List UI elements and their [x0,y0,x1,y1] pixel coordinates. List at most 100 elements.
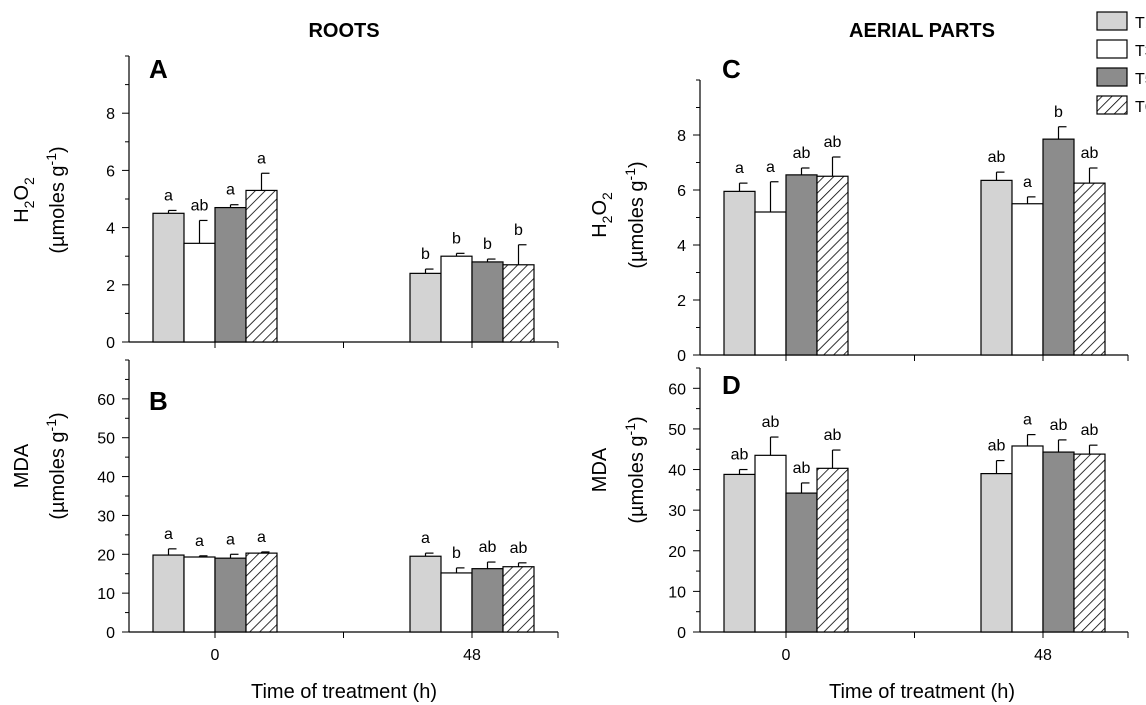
bar-a-t3-48 [440,255,473,343]
significance-letter-b-t1-0: a [164,526,173,543]
significance-letter-c-t6-48: ab [1081,145,1099,162]
y-axis-units-c: (µmoles g-1) [622,161,648,268]
bar-c-t5-0 [785,174,818,356]
legend-item-t6: T6 [1096,95,1146,116]
y-tick-label-d: 20 [668,544,686,561]
panel-letter-b: B [149,386,168,416]
significance-letter-b-t3-0: a [195,533,204,550]
bar-a-t6-48 [502,264,535,343]
bar-b-t3-48 [440,572,473,633]
y-tick-label-c: 2 [677,293,686,310]
significance-letter-a-t6-0: a [257,150,266,167]
significance-letter-d-t5-48: ab [1050,417,1068,434]
significance-letter-b-t3-48: b [452,545,461,562]
legend-label-t5: T5 [1135,71,1146,88]
y-tick-label-a: 2 [106,278,115,295]
panel-letter-c: C [722,54,741,84]
y-axis-title-a: H2O2 [11,177,37,223]
bar-d-t5-0 [785,492,818,633]
significance-letter-d-t3-48: a [1023,412,1032,429]
right-column-title: AERIAL PARTS [849,20,995,42]
bar-d-t3-48 [1011,445,1044,633]
bar-b-t5-0 [214,557,247,633]
left-column-title: ROOTS [308,20,379,42]
panel-letter-d: D [722,370,741,400]
y-axis-units-d: (µmoles g-1) [622,416,648,523]
significance-letter-d-t6-0: ab [824,427,842,444]
y-tick-label-b: 60 [97,392,115,409]
bar-b-t6-48 [502,566,535,633]
y-tick-label-b: 40 [97,470,115,487]
significance-letter-c-t3-0: a [766,159,775,176]
y-tick-label-d: 60 [668,381,686,398]
bar-b-t5-48 [471,568,504,633]
significance-letter-c-t6-0: ab [824,134,842,151]
legend-swatch-t1 [1096,11,1128,31]
significance-letter-a-t1-0: a [164,187,173,204]
bar-c-t5-48 [1042,138,1075,356]
significance-letter-d-t6-48: ab [1081,422,1099,439]
significance-letter-a-t1-48: b [421,246,430,263]
y-axis-title-c: H2O2 [589,192,615,238]
y-tick-label-d: 10 [668,584,686,601]
bar-a-t5-48 [471,261,504,343]
x-tick-label-b: 48 [463,647,481,664]
significance-letter-c-t3-48: a [1023,174,1032,191]
y-tick-label-b: 50 [97,431,115,448]
significance-letter-d-t1-0: ab [731,447,749,464]
legend-label-t3: T3 [1135,43,1146,60]
y-axis-units-b: (µmoles g-1) [43,412,69,519]
significance-letter-d-t5-0: ab [793,460,811,477]
significance-letter-a-t3-0: ab [191,197,209,214]
bar-a-t3-0 [183,242,216,343]
y-tick-label-b: 30 [97,508,115,525]
y-tick-label-d: 50 [668,422,686,439]
legend-item-t5: T5 [1096,67,1146,88]
significance-letter-d-t1-48: ab [988,438,1006,455]
bar-c-t1-0 [723,190,756,356]
bar-a-t5-0 [214,206,247,343]
y-tick-label-a: 8 [106,106,115,123]
significance-letter-b-t6-0: a [257,529,266,546]
right-x-axis-label: Time of treatment (h) [829,681,1015,703]
bar-d-t1-48 [980,473,1013,633]
left-x-axis-label: Time of treatment (h) [251,681,437,703]
significance-letter-a-t3-48: b [452,230,461,247]
legend-item-t3: T3 [1096,39,1146,60]
panel-letter-a: A [149,54,168,84]
bar-b-t1-0 [152,554,185,633]
significance-letter-a-t5-0: a [226,182,235,199]
significance-letter-b-t5-0: a [226,531,235,548]
y-tick-label-d: 30 [668,503,686,520]
y-tick-label-b: 10 [97,586,115,603]
y-tick-label-b: 20 [97,547,115,564]
legend-label-t6: T6 [1135,99,1146,116]
x-tick-label-d: 0 [782,647,791,664]
y-tick-label-c: 0 [677,348,686,365]
y-tick-label-d: 40 [668,463,686,480]
y-tick-label-c: 6 [677,183,686,200]
bar-b-t3-0 [183,556,216,633]
y-axis-title-b: MDA [11,443,33,488]
legend-swatch-t3 [1096,39,1128,59]
bar-d-t3-0 [754,454,787,633]
significance-letter-b-t6-48: ab [510,540,528,557]
significance-letter-a-t6-48: b [514,222,523,239]
legend-item-t1: T1 [1096,11,1146,32]
bar-c-t1-48 [980,179,1013,356]
y-tick-label-a: 6 [106,163,115,180]
bar-d-t1-0 [723,473,756,633]
y-tick-label-a: 0 [106,335,115,352]
legend-swatch-t5 [1096,67,1128,87]
legend-label-t1: T1 [1135,15,1146,32]
bar-b-t6-0 [245,552,278,633]
bar-a-t1-48 [409,272,442,343]
significance-letter-c-t1-0: a [735,160,744,177]
legend: T1 T3 T5 T6 [1096,11,1146,116]
y-axis-units-a: (µmoles g-1) [43,146,69,253]
